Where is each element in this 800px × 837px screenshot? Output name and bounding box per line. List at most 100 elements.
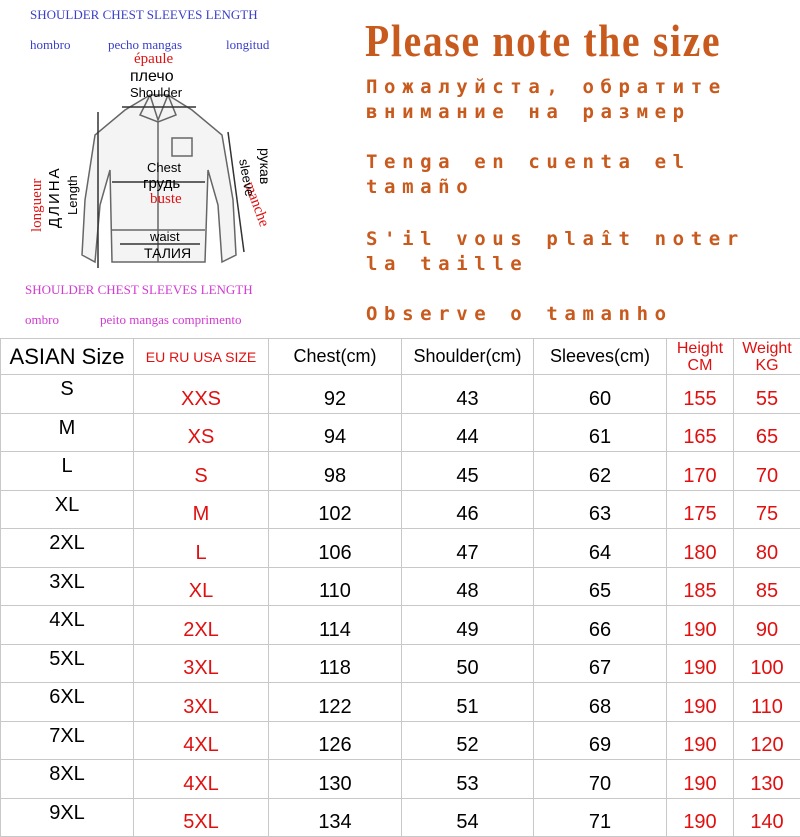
diagram-label: рукав — [258, 148, 272, 184]
cell: L — [134, 529, 269, 568]
cell: 61 — [534, 413, 667, 452]
cell: 130 — [269, 760, 402, 799]
cell: 5XL — [134, 798, 269, 837]
cell: 190 — [667, 683, 734, 722]
cell: 4XL — [1, 606, 134, 645]
cell: L — [1, 452, 134, 491]
cell: 45 — [402, 452, 534, 491]
cell: 6XL — [1, 683, 134, 722]
cell: 70 — [734, 452, 800, 491]
cell: 66 — [534, 606, 667, 645]
cell: S — [1, 375, 134, 414]
cell: 43 — [402, 375, 534, 414]
cell: 71 — [534, 798, 667, 837]
cell: 110 — [269, 567, 402, 606]
cell: 92 — [269, 375, 402, 414]
diagram-label: Shoulder — [130, 86, 182, 99]
cell: 68 — [534, 683, 667, 722]
note-line: Observe o tamanho — [366, 302, 673, 327]
cell: 140 — [734, 798, 800, 837]
note-line: внимание на размер — [366, 100, 727, 125]
diagram-label: ДЛИНА — [47, 166, 62, 228]
cell: 190 — [667, 760, 734, 799]
cell: 180 — [667, 529, 734, 568]
cell: 102 — [269, 490, 402, 529]
note: Observe o tamanho — [366, 302, 673, 327]
cell: 55 — [734, 375, 800, 414]
diagram-header: SHOULDER CHEST SLEEVES LENGTH — [30, 8, 258, 21]
header-cell: Sleeves(cm) — [534, 339, 667, 375]
header-line: Height — [667, 340, 733, 357]
header-cell: Shoulder(cm) — [402, 339, 534, 375]
note-line: S'il vous plaît noter — [366, 227, 745, 252]
cell: 94 — [269, 413, 402, 452]
cell: 54 — [402, 798, 534, 837]
cell: 3XL — [1, 567, 134, 606]
diagram-label: ТАЛИЯ — [144, 246, 191, 260]
cell: 118 — [269, 644, 402, 683]
diagram-label: грудь — [143, 176, 180, 191]
cell: 9XL — [1, 798, 134, 837]
cell: 190 — [667, 644, 734, 683]
cell: 75 — [734, 490, 800, 529]
cell: 46 — [402, 490, 534, 529]
diagram-label: épaule — [134, 52, 173, 67]
diagram-label: ombro — [25, 313, 59, 326]
cell: M — [134, 490, 269, 529]
cell: 190 — [667, 798, 734, 837]
cell: 155 — [667, 375, 734, 414]
diagram-label: плечо — [130, 69, 174, 85]
cell: 190 — [667, 606, 734, 645]
cell: 3XL — [134, 683, 269, 722]
header-cell: EU RU USA SIZE — [134, 339, 269, 375]
cell: 130 — [734, 760, 800, 799]
cell: 48 — [402, 567, 534, 606]
cell: 134 — [269, 798, 402, 837]
cell: 3XL — [134, 644, 269, 683]
cell: 60 — [534, 375, 667, 414]
cell: 65 — [734, 413, 800, 452]
cell: 170 — [667, 452, 734, 491]
diagram-label: buste — [150, 192, 182, 207]
header-cell: ASIAN Size — [1, 339, 134, 375]
header-cell: Chest(cm) — [269, 339, 402, 375]
cell: 2XL — [1, 529, 134, 568]
header-line: KG — [734, 357, 800, 374]
cell: 175 — [667, 490, 734, 529]
cell: M — [1, 413, 134, 452]
cell: XS — [134, 413, 269, 452]
diagram-label: longitud — [226, 38, 269, 51]
cell: 85 — [734, 567, 800, 606]
cell: 67 — [534, 644, 667, 683]
notes-title: Please note the size — [365, 18, 721, 64]
cell: 70 — [534, 760, 667, 799]
cell: 53 — [402, 760, 534, 799]
header-line: CM — [667, 357, 733, 374]
cell: 62 — [534, 452, 667, 491]
cell: 63 — [534, 490, 667, 529]
note-line: Tenga en cuenta el — [366, 150, 691, 175]
diagram-footer: SHOULDER CHEST SLEEVES LENGTH — [25, 283, 253, 296]
cell: 69 — [534, 721, 667, 760]
cell: 126 — [269, 721, 402, 760]
cell: 51 — [402, 683, 534, 722]
diagram-label: waist — [150, 230, 180, 243]
diagram-label: peito mangas comprimento — [100, 313, 242, 326]
header-line: Weight — [734, 340, 800, 357]
cell: XL — [134, 567, 269, 606]
note-line: Пожалуйста, обратите — [366, 75, 727, 100]
cell: S — [134, 452, 269, 491]
cell: 47 — [402, 529, 534, 568]
